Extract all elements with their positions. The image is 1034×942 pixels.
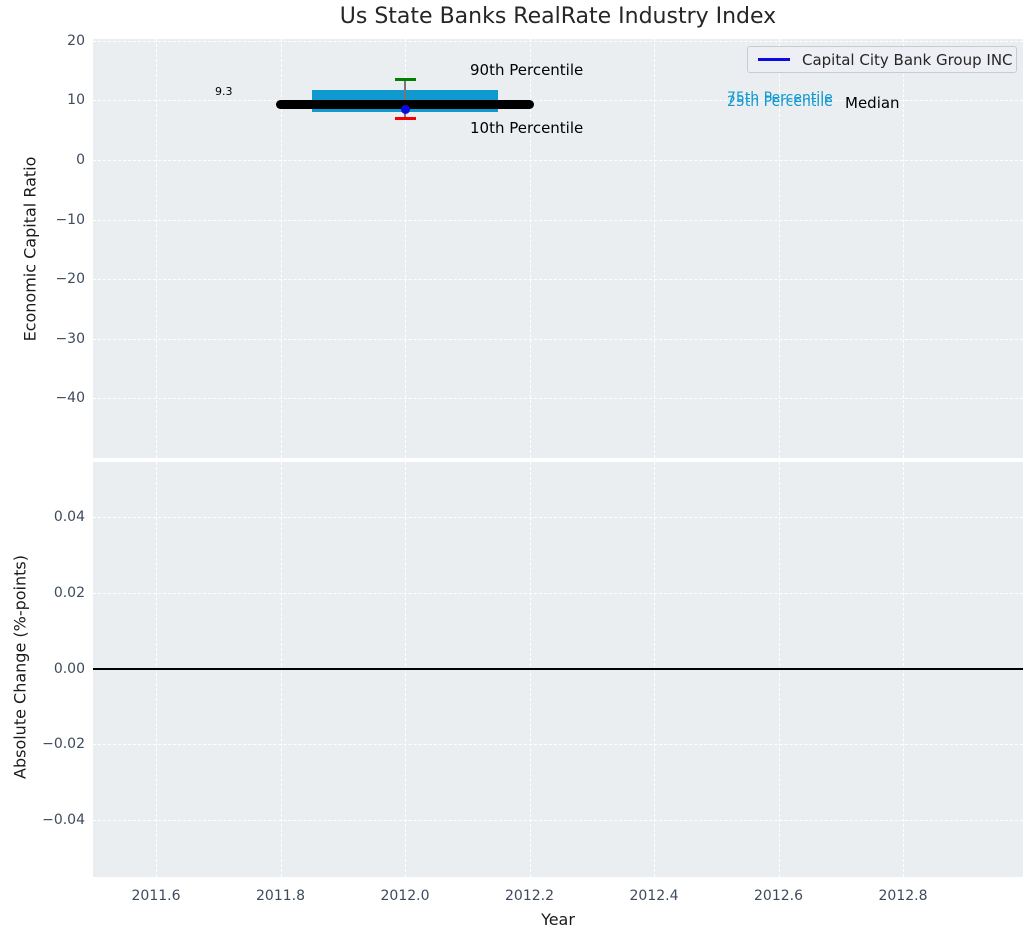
x-axis-label: Year (541, 910, 575, 929)
y-tick-label: −30 (55, 330, 85, 347)
y-gridline (93, 820, 1023, 822)
x-gridline (405, 39, 406, 458)
x-gridline (778, 462, 780, 877)
x-gridline (280, 39, 282, 458)
top-y-axis-label: Economic Capital Ratio (20, 156, 40, 342)
p75-label: 75th Percentile (727, 90, 833, 106)
x-tick-label: 2012.8 (878, 888, 928, 904)
y-gridline (93, 398, 1023, 400)
x-gridline (654, 39, 655, 458)
x-tick-label: 2012.0 (380, 888, 430, 904)
y-tick-label: 0 (76, 152, 85, 168)
top-axes: 9.3 90th Percentile 10th Percentile 75th… (93, 39, 1023, 458)
y-tick-label: −0.04 (42, 812, 85, 829)
x-gridline (405, 462, 406, 877)
y-gridline (93, 160, 1023, 161)
whisker-stem (404, 79, 406, 119)
p10-label: 10th Percentile (470, 119, 584, 137)
y-tick-label: 10 (67, 92, 85, 109)
x-gridline (654, 462, 655, 877)
y-gridline (93, 100, 1023, 102)
x-tick-label: 2011.6 (131, 888, 181, 904)
zero-reference-line (93, 667, 1023, 670)
median-value-label: 9.3 (215, 85, 233, 98)
median-line (276, 100, 534, 110)
x-gridline (156, 462, 157, 877)
y-gridline (93, 338, 1023, 340)
p25-label: 25th Percentile (727, 94, 833, 110)
x-gridline (778, 39, 780, 458)
y-tick-label: 0.04 (53, 508, 85, 525)
x-gridline (529, 462, 531, 877)
x-gridline (903, 462, 904, 877)
legend-label: Capital City Bank Group INC (802, 50, 1013, 69)
x-gridline (156, 39, 157, 458)
x-gridline (529, 39, 531, 458)
y-tick-label: 20 (67, 32, 85, 49)
company-point (400, 105, 410, 115)
p90-label: 90th Percentile (470, 61, 584, 79)
y-gridline (93, 516, 1023, 518)
p10-cap (394, 116, 416, 120)
y-tick-label: −40 (55, 390, 85, 407)
bottom-y-axis-label: Absolute Change (%-points) (10, 555, 30, 779)
y-tick-label: −10 (55, 211, 85, 228)
x-tick-label: 2012.6 (754, 888, 803, 904)
y-gridline (93, 744, 1023, 746)
y-gridline (93, 279, 1023, 281)
legend-line-sample (758, 58, 790, 61)
y-gridline (93, 592, 1023, 594)
legend: Capital City Bank Group INC (747, 46, 1017, 73)
bottom-axes (93, 462, 1023, 877)
y-gridline (93, 219, 1023, 221)
y-tick-label: −20 (55, 271, 85, 288)
x-tick-label: 2012.2 (505, 888, 554, 904)
top-grid (93, 39, 1023, 458)
median-label: Median (845, 94, 900, 112)
x-gridline (280, 462, 282, 877)
x-gridline (903, 39, 904, 458)
p90-cap (394, 78, 416, 82)
bottom-grid (93, 462, 1023, 877)
y-gridline (93, 40, 1023, 42)
x-tick-label: 2011.8 (256, 888, 305, 904)
chart-title: Us State Banks RealRate Industry Index (339, 4, 777, 29)
x-tick-label: 2012.4 (629, 888, 679, 904)
